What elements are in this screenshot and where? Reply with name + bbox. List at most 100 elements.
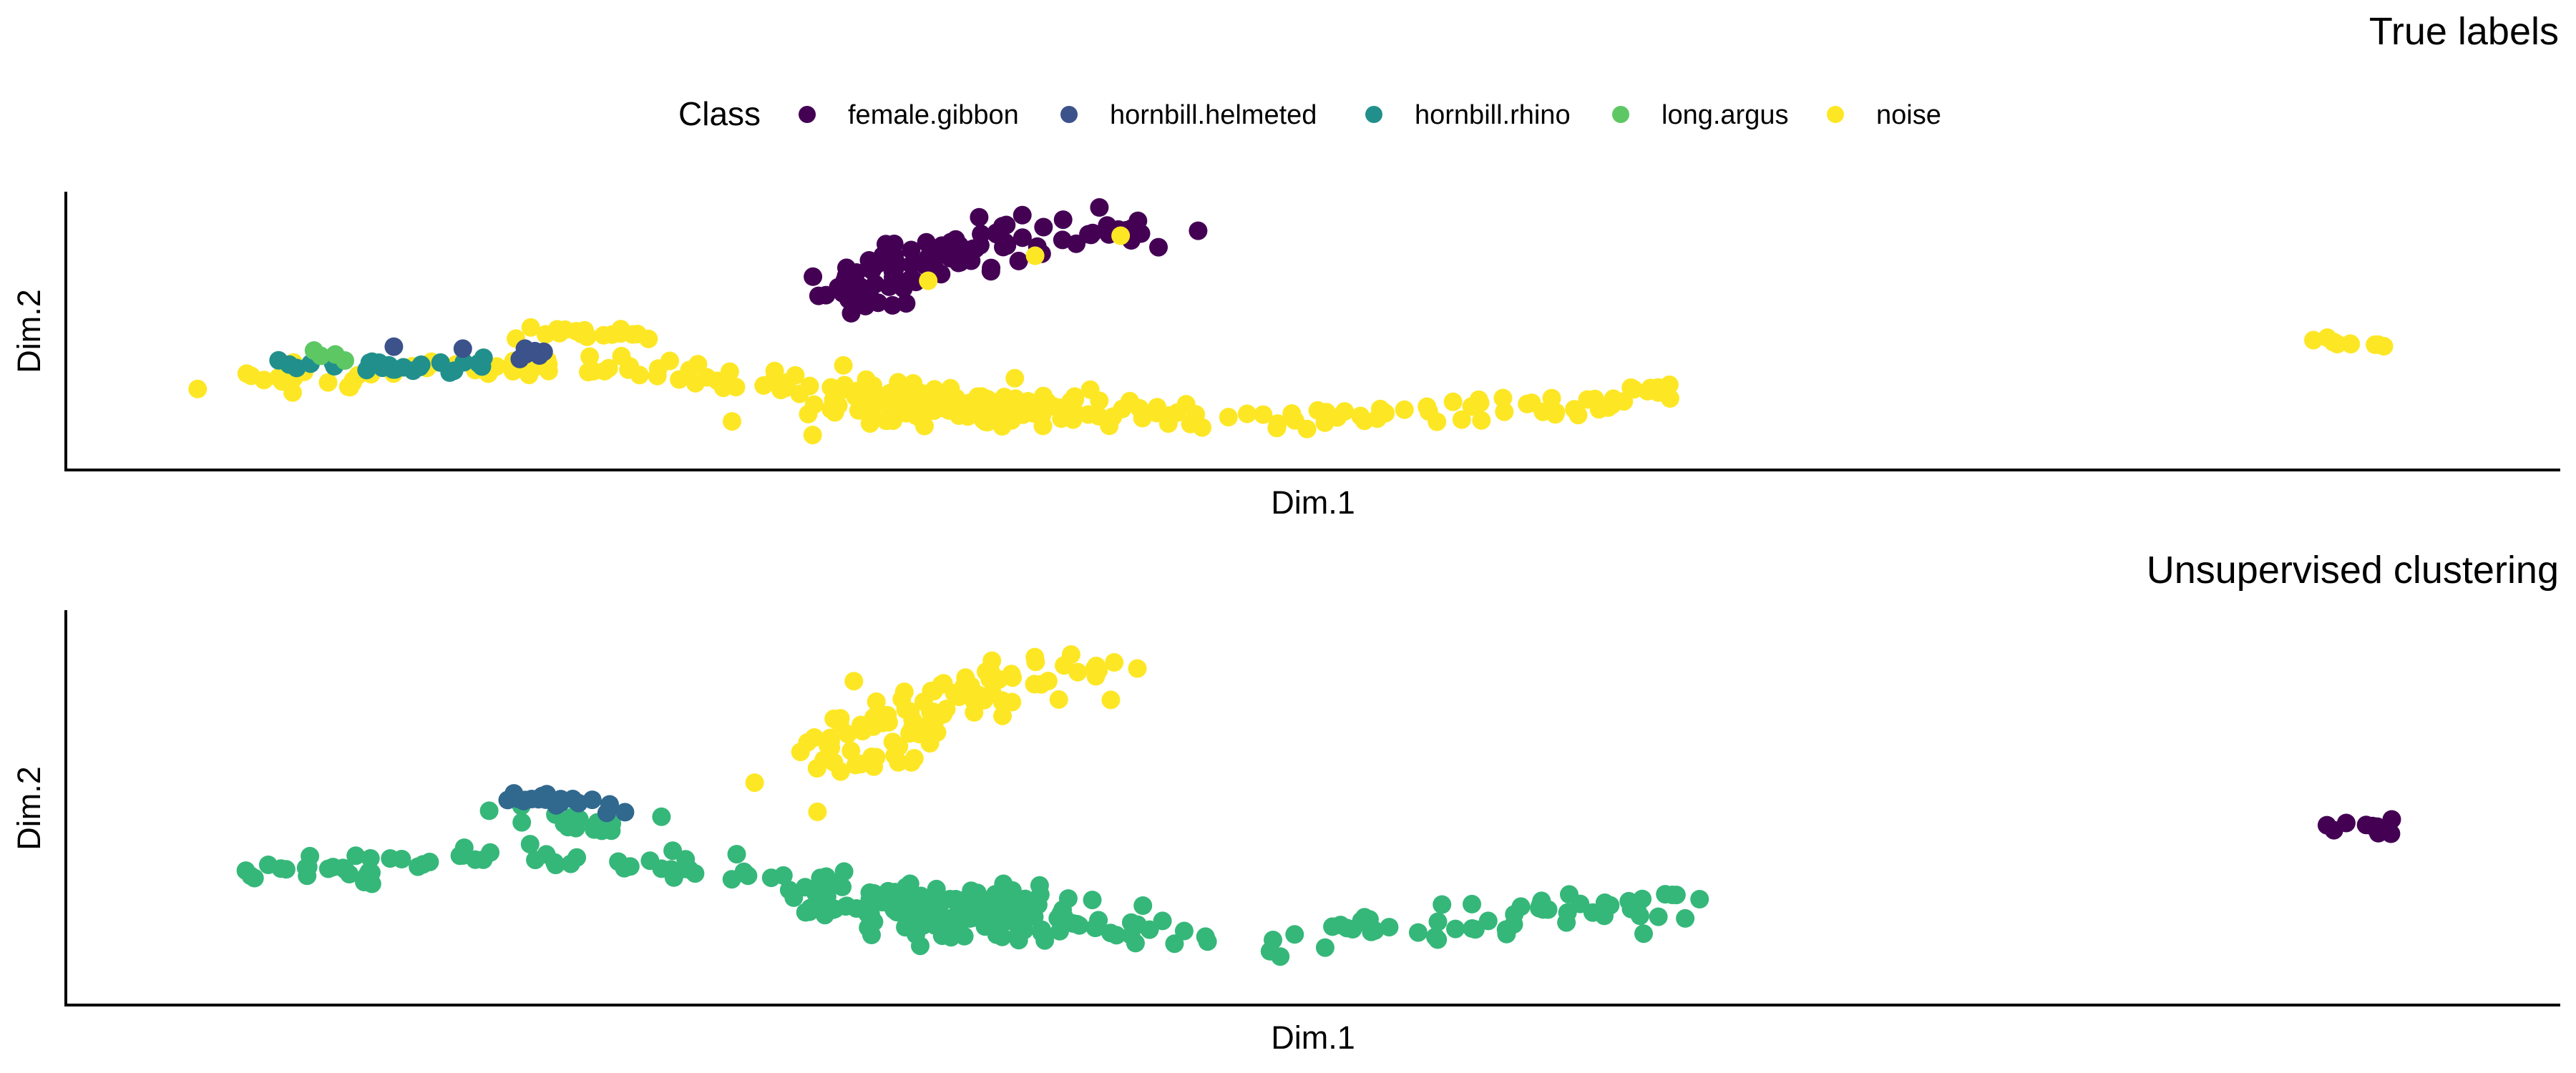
point-noise bbox=[1472, 411, 1491, 430]
point-c3 bbox=[1446, 919, 1465, 939]
point-noise bbox=[254, 371, 273, 390]
point-c4 bbox=[846, 755, 865, 775]
point-c3 bbox=[1174, 921, 1194, 941]
point-c3 bbox=[1505, 905, 1524, 924]
point-noise bbox=[550, 323, 569, 343]
point-noise bbox=[884, 411, 902, 431]
point-c3 bbox=[561, 854, 580, 873]
point-c4 bbox=[901, 702, 920, 721]
point-c3 bbox=[1196, 927, 1215, 946]
point-noise bbox=[1542, 388, 1561, 408]
point-female-gibbon bbox=[887, 255, 907, 274]
panel-title: Unsupervised clustering bbox=[2147, 549, 2559, 592]
point-c3 bbox=[663, 841, 683, 861]
point-noise bbox=[1111, 226, 1131, 245]
point-noise bbox=[834, 356, 853, 375]
point-noise bbox=[1130, 398, 1149, 418]
point-c3 bbox=[955, 926, 974, 946]
point-noise bbox=[1219, 408, 1238, 427]
point-noise bbox=[1176, 395, 1196, 414]
point-c3 bbox=[1051, 906, 1070, 925]
point-c3 bbox=[779, 881, 799, 900]
point-c4 bbox=[982, 651, 1002, 670]
point-c3 bbox=[1271, 947, 1290, 966]
point-noise bbox=[804, 395, 824, 414]
point-noise bbox=[723, 412, 741, 431]
point-hornbill-rhino bbox=[287, 358, 306, 378]
legend-swatch-noise bbox=[1827, 106, 1844, 123]
point-c3 bbox=[362, 863, 381, 882]
point-noise bbox=[341, 378, 360, 397]
point-noise bbox=[1297, 419, 1317, 438]
point-c4 bbox=[921, 702, 940, 722]
point-female-gibbon bbox=[1009, 251, 1028, 270]
point-female-gibbon bbox=[1149, 237, 1168, 257]
point-noise bbox=[584, 362, 603, 381]
point-female-gibbon bbox=[949, 253, 968, 273]
point-c4 bbox=[1055, 656, 1073, 675]
point-noise bbox=[577, 327, 597, 346]
point-noise bbox=[1518, 394, 1537, 413]
point-noise bbox=[2341, 335, 2361, 354]
point-c3 bbox=[450, 846, 469, 866]
point-c3 bbox=[1426, 927, 1445, 946]
point-c3 bbox=[318, 859, 338, 878]
point-c3 bbox=[975, 900, 994, 919]
point-c3 bbox=[537, 845, 556, 864]
point-c3 bbox=[1315, 938, 1335, 957]
panel-unsupervised-clustering: Unsupervised clustering Dim.1 Dim.2 bbox=[11, 549, 2560, 1056]
point-noise bbox=[1660, 389, 1679, 408]
point-c4 bbox=[945, 684, 964, 703]
point-noise bbox=[1443, 392, 1463, 411]
point-female-gibbon bbox=[851, 278, 870, 296]
point-noise bbox=[594, 325, 613, 345]
point-female-gibbon bbox=[866, 275, 885, 294]
point-hornbill-rhino bbox=[410, 358, 429, 376]
point-c4 bbox=[1128, 659, 1147, 678]
point-c3 bbox=[1649, 907, 1668, 926]
point-noise bbox=[2374, 337, 2394, 356]
point-c3 bbox=[806, 883, 825, 903]
point-noise bbox=[2328, 335, 2347, 353]
point-long-argus bbox=[336, 351, 354, 370]
point-c3 bbox=[901, 894, 920, 913]
point-c3 bbox=[340, 865, 359, 883]
point-noise bbox=[863, 386, 882, 405]
point-c3 bbox=[520, 835, 540, 854]
point-female-gibbon bbox=[945, 238, 965, 258]
point-c4 bbox=[844, 672, 864, 691]
point-noise bbox=[803, 426, 822, 445]
point-c3 bbox=[381, 849, 400, 868]
point-c2 bbox=[615, 803, 635, 822]
point-c3 bbox=[727, 845, 746, 864]
point-c4 bbox=[1068, 662, 1088, 682]
point-noise bbox=[521, 318, 540, 337]
point-c3 bbox=[815, 899, 834, 918]
point-noise bbox=[1065, 390, 1085, 409]
point-c4 bbox=[990, 670, 1009, 689]
point-noise bbox=[1147, 403, 1166, 423]
point-hornbill-rhino bbox=[386, 360, 405, 379]
point-c3 bbox=[1433, 895, 1452, 914]
point-c3 bbox=[833, 877, 852, 896]
point-c3 bbox=[992, 927, 1012, 946]
legend-label-hornbill-rhino: hornbill.rhino bbox=[1415, 100, 1571, 130]
x-axis-label: Dim.1 bbox=[1271, 1019, 1355, 1056]
point-c3 bbox=[1323, 917, 1342, 936]
point-noise bbox=[1008, 405, 1028, 424]
point-noise bbox=[976, 412, 995, 431]
point-noise bbox=[188, 379, 208, 398]
point-c4 bbox=[1105, 653, 1124, 672]
point-c2 bbox=[514, 791, 533, 810]
point-c4 bbox=[841, 741, 861, 760]
point-c2 bbox=[569, 793, 588, 813]
point-c3 bbox=[271, 859, 291, 878]
point-noise bbox=[1470, 393, 1490, 413]
point-noise bbox=[1033, 416, 1053, 436]
point-c3 bbox=[1002, 881, 1022, 900]
point-noise bbox=[630, 366, 649, 385]
point-female-gibbon bbox=[1090, 198, 1109, 217]
point-female-gibbon bbox=[897, 294, 916, 313]
point-c4 bbox=[867, 692, 886, 711]
